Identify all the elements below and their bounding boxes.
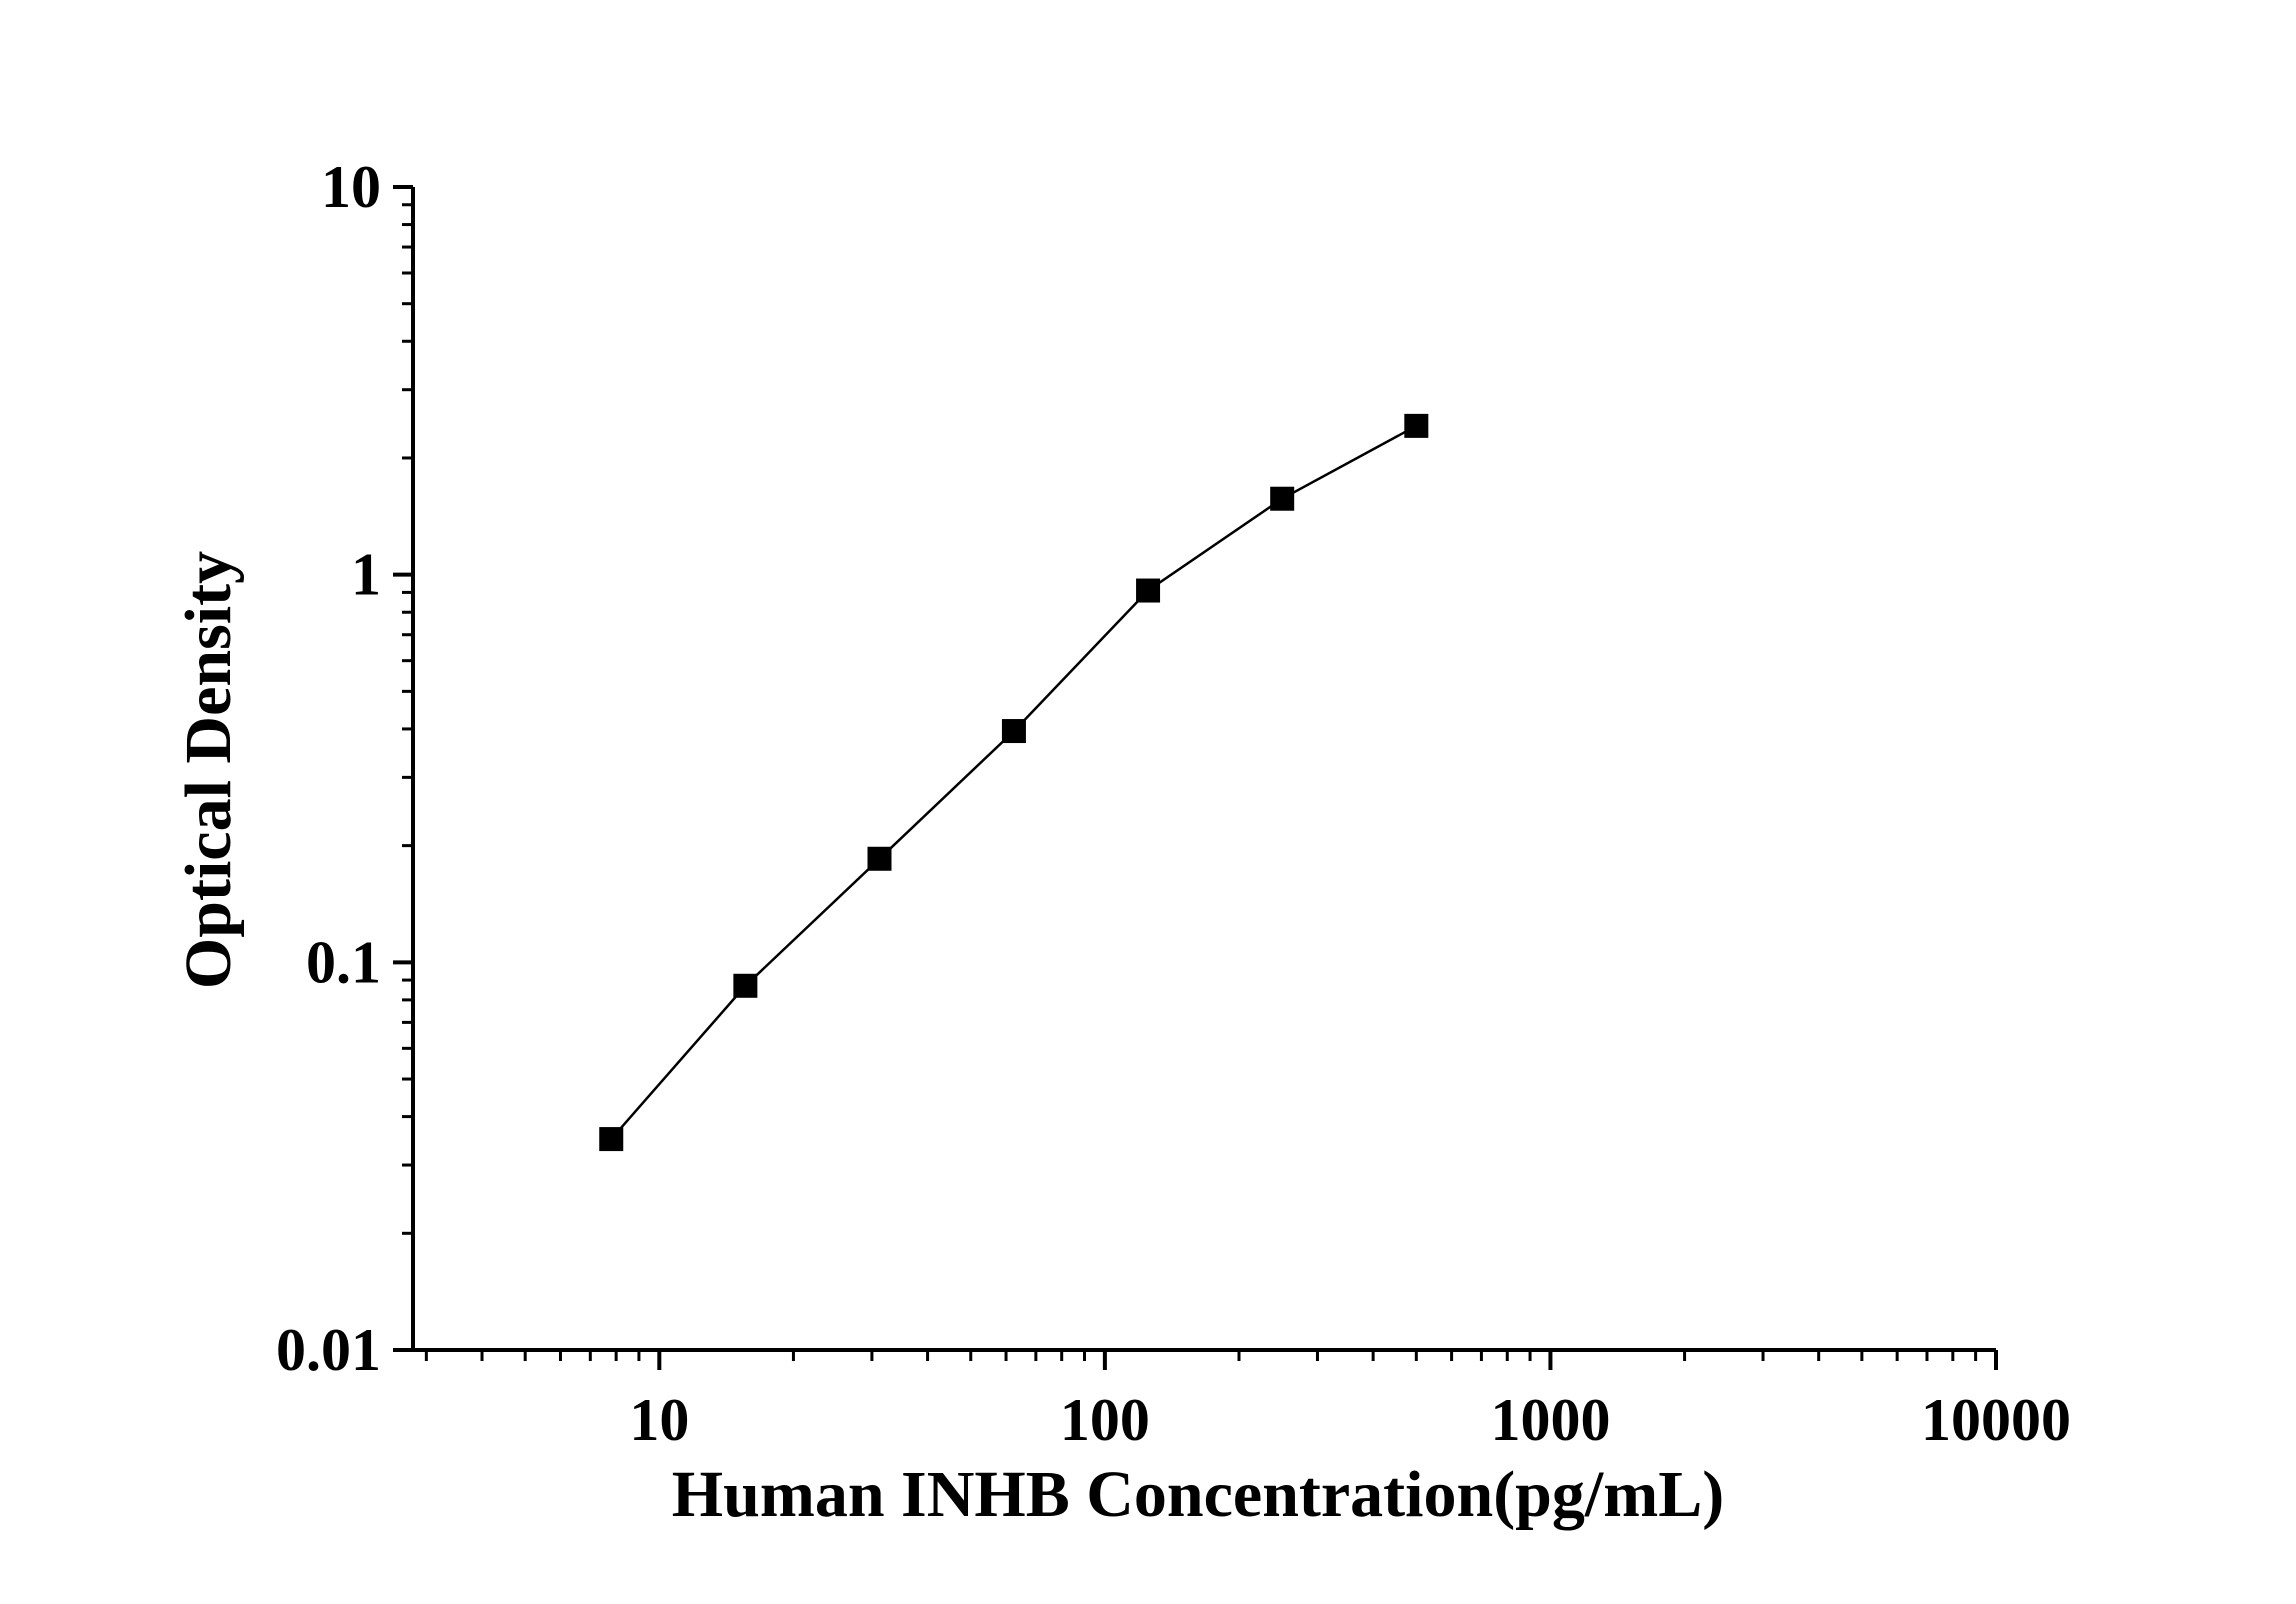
x-axis-title: Human INHB Concentration(pg/mL) [672,1458,1724,1531]
x-axis-ticks: 10 100 1000 10000 [424,1350,2071,1453]
x-tick-label: 10 [629,1387,689,1453]
data-point [733,973,758,998]
x-tick-label: 100 [1060,1387,1150,1453]
data-point [867,846,892,871]
axes [411,187,1996,1352]
data-point [1136,578,1161,603]
y-axis-ticks: 0.01 0.1 1 10 [276,154,413,1383]
x-tick-label: 10000 [1921,1387,2071,1453]
data-point [1001,719,1026,744]
y-tick-label: 1 [351,542,381,608]
y-tick-label: 0.01 [276,1317,381,1383]
data-point [1404,413,1429,438]
x-tick-label: 1000 [1490,1387,1610,1453]
fit-curve [610,424,1417,1140]
y-axis-title: Optical Density [172,551,245,989]
y-tick-label: 0.1 [306,929,381,995]
data-point [599,1127,624,1152]
data-point [1270,486,1295,511]
y-tick-label: 10 [321,154,381,220]
data-series [599,413,1429,1152]
